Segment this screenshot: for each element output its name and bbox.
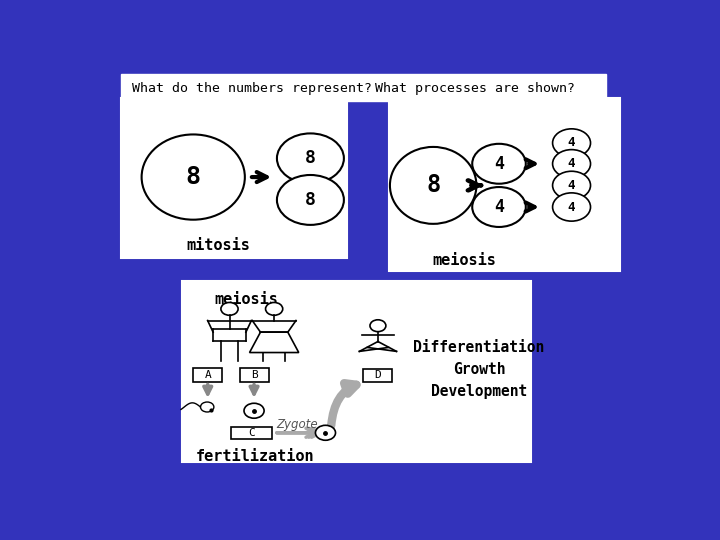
Ellipse shape	[142, 134, 245, 220]
FancyBboxPatch shape	[389, 98, 620, 271]
Text: 8: 8	[305, 191, 316, 209]
Circle shape	[277, 133, 344, 183]
FancyBboxPatch shape	[230, 427, 272, 439]
FancyBboxPatch shape	[193, 368, 222, 382]
Text: 4: 4	[568, 157, 575, 170]
Text: What do the numbers represent?: What do the numbers represent?	[132, 82, 372, 94]
Circle shape	[244, 403, 264, 418]
Circle shape	[221, 302, 238, 315]
Text: meiosis: meiosis	[432, 253, 496, 268]
Text: What processes are shown?: What processes are shown?	[374, 82, 575, 94]
Circle shape	[552, 129, 590, 157]
Circle shape	[552, 150, 590, 178]
Circle shape	[266, 302, 283, 315]
Text: meiosis: meiosis	[215, 292, 278, 307]
Text: Zygote: Zygote	[276, 418, 318, 431]
Text: 4: 4	[568, 137, 575, 150]
Text: 8: 8	[186, 165, 201, 189]
Text: A: A	[204, 370, 211, 380]
Text: 4: 4	[568, 200, 575, 213]
FancyBboxPatch shape	[431, 346, 528, 393]
Text: 4: 4	[494, 198, 504, 216]
Polygon shape	[250, 332, 299, 353]
Text: fertilization: fertilization	[195, 449, 314, 464]
Circle shape	[552, 193, 590, 221]
Text: C: C	[248, 428, 255, 438]
Circle shape	[552, 171, 590, 199]
Text: 8: 8	[426, 173, 441, 198]
Text: B: B	[251, 370, 258, 380]
Text: Differentiation
Growth
Development: Differentiation Growth Development	[413, 340, 544, 399]
Circle shape	[277, 175, 344, 225]
Circle shape	[315, 426, 336, 440]
Text: D: D	[374, 370, 382, 380]
Text: mitosis: mitosis	[186, 238, 251, 253]
Ellipse shape	[390, 147, 477, 224]
Circle shape	[200, 402, 214, 412]
FancyBboxPatch shape	[182, 281, 531, 462]
Circle shape	[370, 320, 386, 332]
Circle shape	[472, 144, 526, 184]
Text: 4: 4	[494, 155, 504, 173]
FancyBboxPatch shape	[121, 98, 347, 258]
FancyBboxPatch shape	[121, 75, 606, 102]
FancyBboxPatch shape	[240, 368, 269, 382]
FancyBboxPatch shape	[364, 369, 392, 382]
Text: 8: 8	[305, 150, 316, 167]
Text: 4: 4	[568, 179, 575, 192]
Circle shape	[472, 187, 526, 227]
